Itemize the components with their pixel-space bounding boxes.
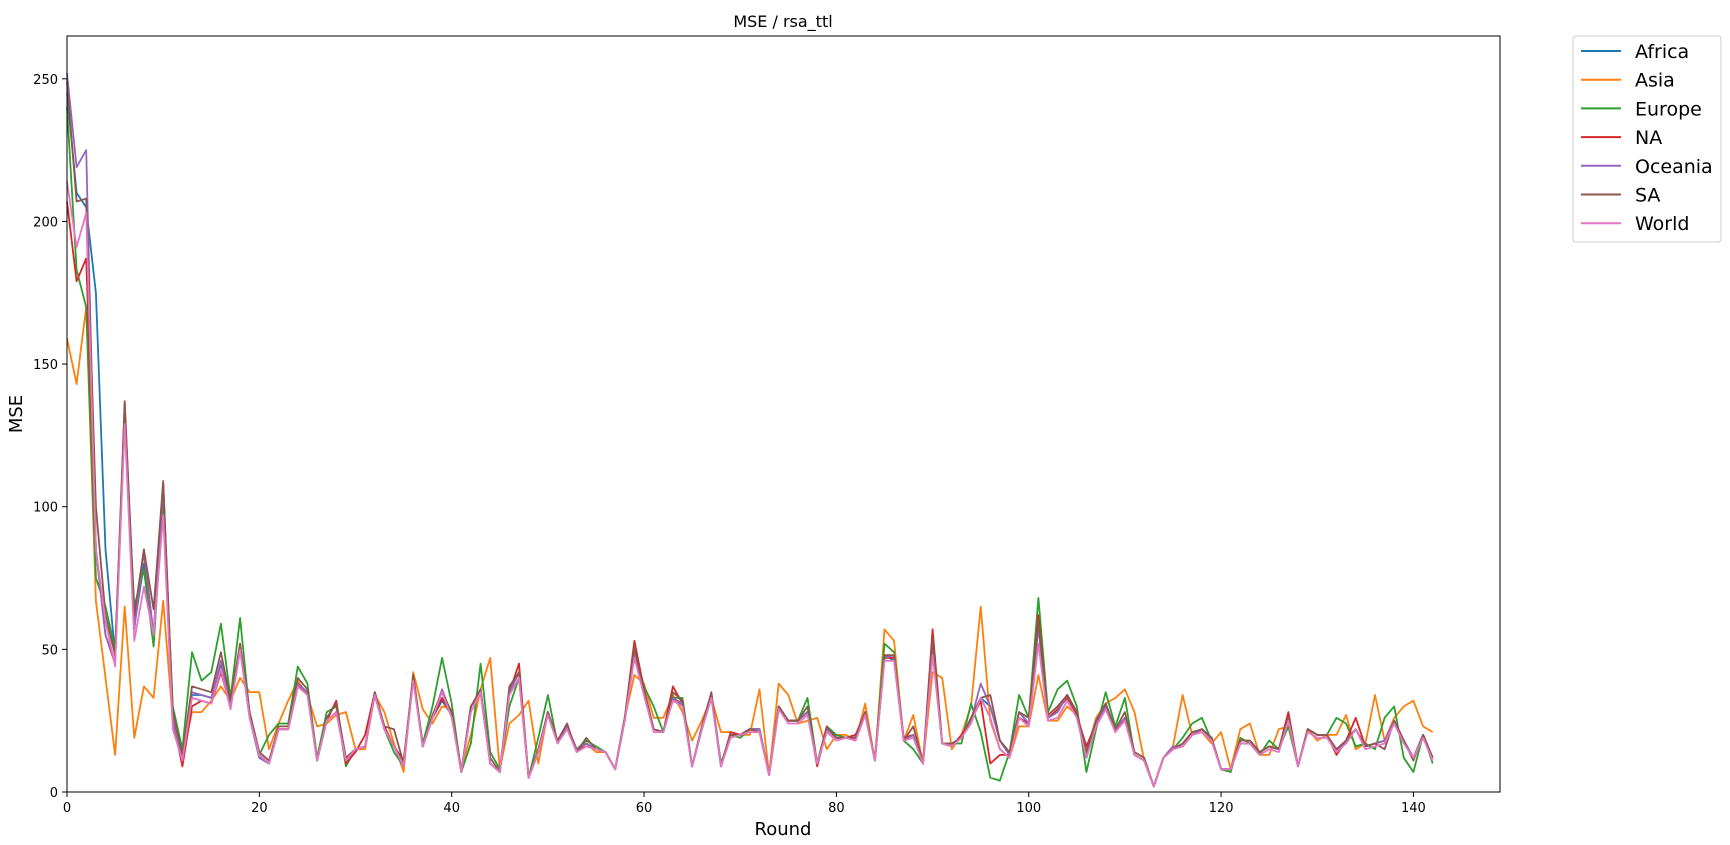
series-line-oceania: [66, 73, 1434, 788]
legend-label-world: World: [1635, 213, 1689, 235]
plot-lines: [66, 73, 1434, 788]
y-tick-label: 100: [33, 501, 58, 516]
x-tick-label: 20: [251, 801, 268, 816]
y-axis-ticks: 0 50 100 150 200 250: [33, 73, 67, 801]
series-line-europe: [66, 107, 1434, 788]
legend-frame: [1572, 35, 1722, 243]
series-line-world: [66, 181, 1434, 788]
legend-label-africa: Africa: [1635, 41, 1689, 63]
x-axis-ticks: 0 20 40 60 80 100 120 140: [63, 792, 1426, 816]
legend-label-na: NA: [1635, 127, 1662, 149]
series-line-asia: [66, 306, 1434, 788]
y-tick-label: 250: [33, 73, 58, 88]
x-axis-label: Round: [755, 819, 812, 840]
legend-label-europe: Europe: [1635, 98, 1702, 120]
x-tick-label: 80: [828, 801, 845, 816]
y-axis-label: MSE: [6, 395, 27, 433]
x-tick-label: 0: [63, 801, 71, 816]
series-line-sa: [66, 81, 1434, 788]
plot-frame: [66, 35, 1501, 793]
y-tick-label: 0: [50, 786, 58, 801]
x-tick-label: 120: [1209, 801, 1234, 816]
chart-title: MSE / rsa_ttl: [733, 12, 832, 32]
series-line-na: [66, 201, 1434, 788]
series-line-africa: [66, 93, 1434, 788]
x-tick-label: 40: [443, 801, 460, 816]
y-tick-label: 50: [41, 643, 58, 658]
legend: Africa Asia Europe NA Oceania SA World: [1572, 35, 1722, 243]
y-tick-label: 150: [33, 358, 58, 373]
legend-label-oceania: Oceania: [1635, 156, 1713, 178]
x-tick-label: 140: [1401, 801, 1426, 816]
legend-label-asia: Asia: [1635, 70, 1675, 92]
legend-label-sa: SA: [1635, 185, 1660, 207]
y-tick-label: 200: [33, 215, 58, 230]
x-tick-label: 100: [1016, 801, 1041, 816]
x-tick-label: 60: [636, 801, 653, 816]
